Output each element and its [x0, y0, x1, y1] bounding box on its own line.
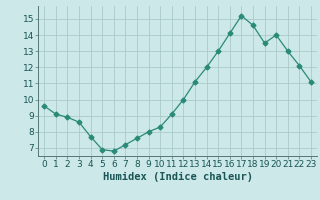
X-axis label: Humidex (Indice chaleur): Humidex (Indice chaleur)	[103, 172, 252, 182]
